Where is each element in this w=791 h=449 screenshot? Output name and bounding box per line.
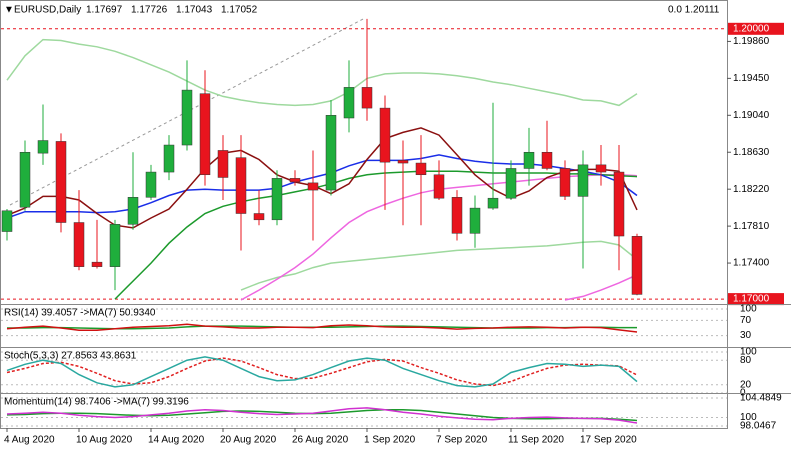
header-value: 1.17726 — [131, 5, 168, 16]
panel-label: Stoch(5,3,3) 27.8563 43.8631 — [4, 351, 137, 362]
candle-body — [595, 164, 607, 173]
header-value: 1.17697 — [86, 5, 123, 16]
x-tick-label: 10 Aug 2020 — [76, 435, 133, 446]
candle-body — [613, 171, 625, 237]
candle-body — [199, 93, 211, 176]
indicator-line — [114, 170, 638, 300]
panel-tick-label: 80 — [740, 355, 752, 366]
y-tick-label: 1.19860 — [733, 36, 770, 47]
panel-label: RSI(14) 39.4057 ->MA(7) 50.9340 — [4, 308, 156, 319]
x-tick-label: 11 Sep 2020 — [508, 435, 564, 446]
panel-tick-label: 98.0467 — [740, 421, 777, 432]
candle-body — [145, 171, 157, 198]
candle-body — [127, 197, 139, 225]
panel-tick-label: 30 — [740, 330, 752, 341]
candle-body — [73, 222, 85, 267]
panel-tick-label: 20 — [740, 379, 752, 390]
candle-body — [487, 197, 499, 209]
panel-line — [6, 323, 638, 333]
x-tick-label: 1 Sep 2020 — [364, 435, 416, 446]
panel-label: Momentum(14) 98.7406 ->MA(7) 99.3196 — [4, 397, 189, 408]
chart-title: EURUSD,Daily — [14, 5, 81, 16]
x-tick-label: 26 Aug 2020 — [292, 435, 349, 446]
indicator-line — [6, 127, 638, 229]
candle-body — [577, 164, 589, 197]
candle-body — [541, 151, 553, 169]
y-tick-label: 1.17400 — [733, 258, 770, 269]
level-box — [728, 22, 784, 35]
candle-body — [523, 151, 535, 169]
level-label: 1.20000 — [733, 23, 770, 34]
y-tick-label: 1.18630 — [733, 147, 770, 158]
panel-tick-label: 104.4849 — [740, 393, 782, 404]
candle-body — [217, 150, 229, 178]
x-tick-label: 20 Aug 2020 — [220, 435, 277, 446]
candle-body — [271, 178, 283, 221]
candle-body — [559, 168, 571, 197]
candle-body — [91, 261, 103, 267]
candle-body — [505, 168, 517, 199]
y-tick-label: 1.19450 — [733, 73, 770, 84]
indicator-line — [6, 38, 638, 107]
header-value: 1.17052 — [221, 5, 258, 16]
panel-tick-label: 100 — [740, 304, 757, 315]
candle-body — [397, 160, 409, 164]
y-tick-label: 1.18220 — [733, 184, 770, 195]
panel-line — [6, 407, 638, 424]
indicator-line — [240, 240, 638, 291]
panel-line — [6, 356, 638, 388]
level-label: 1.17000 — [733, 294, 770, 305]
panel-tick-label: 100 — [740, 412, 757, 423]
header-arrow: ▼ — [4, 5, 14, 16]
fib-label: 0.0 1.20111 — [668, 5, 720, 16]
candle-body — [379, 107, 391, 163]
candle-body — [361, 87, 373, 109]
candle-body — [469, 207, 481, 234]
candle-body — [109, 224, 121, 267]
y-tick-label: 1.17810 — [733, 221, 770, 232]
candle-body — [343, 87, 355, 119]
candle-body — [19, 151, 31, 208]
candle-body — [181, 89, 193, 146]
candle-body — [325, 115, 337, 191]
candle-body — [37, 140, 49, 154]
x-tick-label: 17 Sep 2020 — [580, 435, 637, 446]
panel-tick-label: 70 — [740, 315, 752, 326]
candle-body — [163, 144, 175, 173]
candle-body — [289, 178, 301, 183]
candle-body — [631, 236, 643, 295]
x-tick-label: 7 Sep 2020 — [436, 435, 488, 446]
candle-body — [415, 162, 427, 176]
indicator-line — [564, 274, 638, 301]
candle-body — [307, 182, 319, 191]
candle-body — [1, 210, 13, 232]
candle-body — [433, 174, 445, 199]
x-tick-label: 4 Aug 2020 — [4, 435, 55, 446]
candle-body — [235, 157, 247, 214]
panel-line — [6, 357, 638, 387]
header-value: 1.17043 — [176, 5, 213, 16]
panel-tick-label: 100 — [740, 347, 757, 358]
candle-body — [451, 197, 463, 234]
y-tick-label: 1.19040 — [733, 110, 770, 121]
level-box — [728, 293, 784, 306]
x-tick-label: 14 Aug 2020 — [148, 435, 205, 446]
candle-body — [253, 213, 265, 221]
panel-line — [6, 408, 638, 422]
candle-body — [55, 141, 67, 223]
